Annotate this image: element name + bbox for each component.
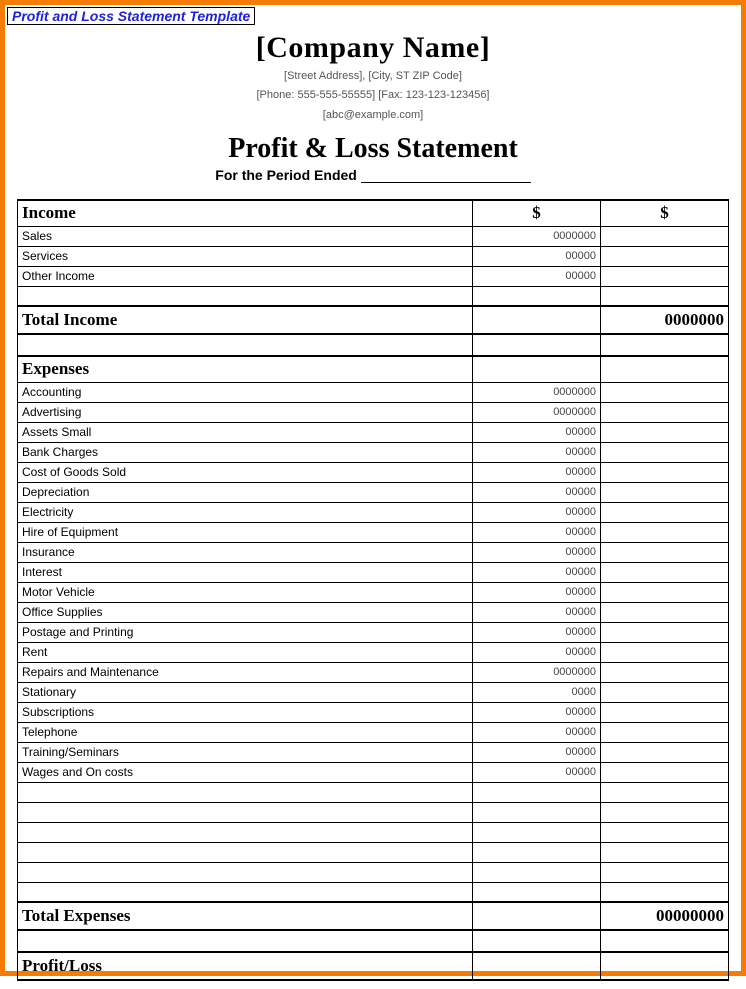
total-income-label: Total Income xyxy=(18,306,473,334)
expense-row-value: 00000 xyxy=(473,562,601,582)
expense-row-label: Bank Charges xyxy=(18,442,473,462)
period-label: For the Period Ended xyxy=(215,167,357,183)
expense-row-value: 00000 xyxy=(473,482,601,502)
document-frame: Profit and Loss Statement Template [Comp… xyxy=(0,0,746,976)
income-row-value: 0000000 xyxy=(473,226,601,246)
expense-row-label: Accounting xyxy=(18,382,473,402)
expense-row-label: Stationary xyxy=(18,682,473,702)
expense-row-value: 00000 xyxy=(473,602,601,622)
expense-row-value: 00000 xyxy=(473,642,601,662)
expense-row-label: Depreciation xyxy=(18,482,473,502)
period-line: For the Period Ended xyxy=(17,167,729,183)
expense-row-label: Training/Seminars xyxy=(18,742,473,762)
profit-loss-table: Income$$Sales0000000Services00000Other I… xyxy=(17,199,729,981)
income-row-label: Sales xyxy=(18,226,473,246)
expense-row-label: Rent xyxy=(18,642,473,662)
expense-row-value: 00000 xyxy=(473,702,601,722)
expenses-heading: Expenses xyxy=(18,356,473,382)
income-row-value: 00000 xyxy=(473,266,601,286)
expense-row-label: Assets Small xyxy=(18,422,473,442)
expense-row-value: 0000 xyxy=(473,682,601,702)
expense-row-value: 00000 xyxy=(473,442,601,462)
currency-col-b: $ xyxy=(601,200,729,226)
expense-row-label: Telephone xyxy=(18,722,473,742)
expense-row-label: Cost of Goods Sold xyxy=(18,462,473,482)
expense-row-label: Electricity xyxy=(18,502,473,522)
expense-row-value: 0000000 xyxy=(473,382,601,402)
company-name: [Company Name] xyxy=(17,31,729,65)
expense-row-value: 0000000 xyxy=(473,662,601,682)
expense-row-value: 00000 xyxy=(473,542,601,562)
expense-row-label: Advertising xyxy=(18,402,473,422)
expense-row-value: 00000 xyxy=(473,762,601,782)
company-contact: [Phone: 555-555-55555] [Fax: 123-123-123… xyxy=(17,88,729,103)
total-expenses-label: Total Expenses xyxy=(18,902,473,930)
expense-row-value: 00000 xyxy=(473,722,601,742)
expense-row-label: Subscriptions xyxy=(18,702,473,722)
expense-row-label: Motor Vehicle xyxy=(18,582,473,602)
template-tag: Profit and Loss Statement Template xyxy=(7,7,255,25)
expense-row-value: 00000 xyxy=(473,422,601,442)
company-email: [abc@example.com] xyxy=(17,108,729,123)
expense-row-label: Interest xyxy=(18,562,473,582)
expense-row-value: 00000 xyxy=(473,522,601,542)
expense-row-value: 0000000 xyxy=(473,402,601,422)
expense-row-label: Hire of Equipment xyxy=(18,522,473,542)
statement-title: Profit & Loss Statement xyxy=(17,133,729,165)
total-expenses-value: 00000000 xyxy=(601,902,729,930)
income-heading: Income xyxy=(18,200,473,226)
company-address: [Street Address], [City, ST ZIP Code] xyxy=(17,69,729,84)
expense-row-value: 00000 xyxy=(473,502,601,522)
page-content: [Company Name] [Street Address], [City, … xyxy=(5,5,741,989)
income-row-label: Other Income xyxy=(18,266,473,286)
expense-row-value: 00000 xyxy=(473,742,601,762)
expense-row-label: Wages and On costs xyxy=(18,762,473,782)
currency-col-a: $ xyxy=(473,200,601,226)
period-blank xyxy=(361,169,531,183)
expense-row-label: Repairs and Maintenance xyxy=(18,662,473,682)
expense-row-label: Insurance xyxy=(18,542,473,562)
expense-row-label: Postage and Printing xyxy=(18,622,473,642)
expense-row-label: Office Supplies xyxy=(18,602,473,622)
income-row-label: Services xyxy=(18,246,473,266)
income-row-value: 00000 xyxy=(473,246,601,266)
total-income-value: 0000000 xyxy=(601,306,729,334)
expense-row-value: 00000 xyxy=(473,462,601,482)
document-header: [Company Name] [Street Address], [City, … xyxy=(17,31,729,183)
expense-row-value: 00000 xyxy=(473,622,601,642)
expense-row-value: 00000 xyxy=(473,582,601,602)
